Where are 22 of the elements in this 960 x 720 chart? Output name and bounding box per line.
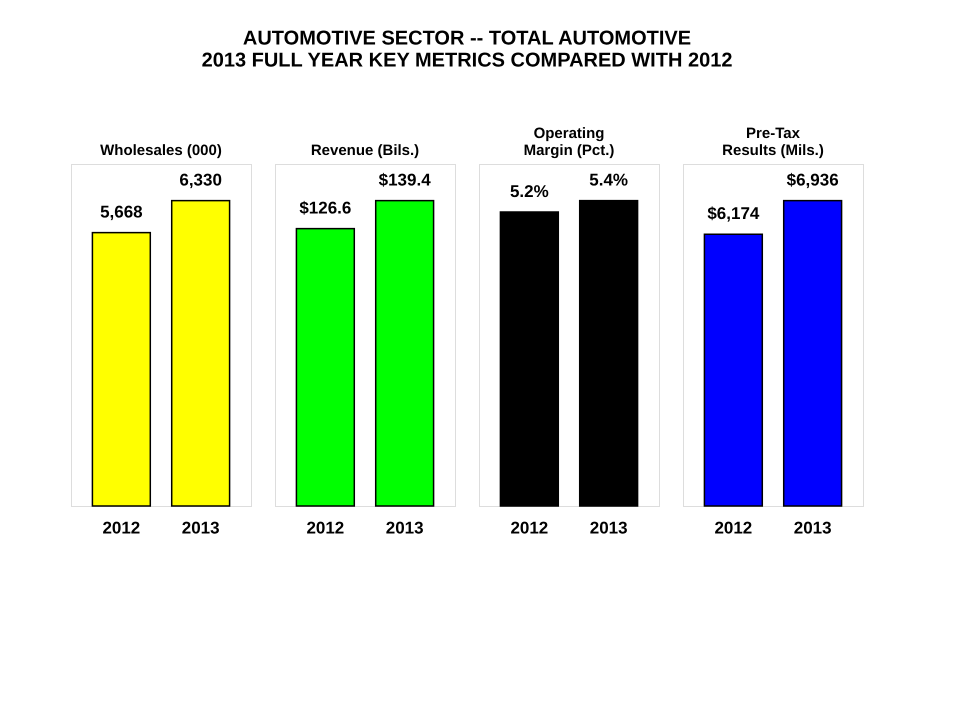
chart-title: Pre-Tax Results (Mils.) xyxy=(722,125,824,159)
data-label: 5,668 xyxy=(100,202,143,222)
data-label: 6,330 xyxy=(179,170,222,190)
text: AUTOMOTIVE SECTOR -- TOTAL AUTOMOTIVE xyxy=(242,28,692,50)
x-tick-label: 2012 xyxy=(714,518,752,538)
x-tick-label: 2012 xyxy=(306,518,344,538)
data-label: 5.4% xyxy=(589,170,628,190)
chart-title: Wholesales (000) xyxy=(100,142,222,159)
x-tick-label: 2013 xyxy=(386,518,424,538)
text: 2013 FULL YEAR KEY METRICS COMPARED WITH 2012 xyxy=(202,50,732,72)
data-label: $126.6 xyxy=(299,198,352,218)
x-tick-label: 2012 xyxy=(510,518,548,538)
data-label: 5.2% xyxy=(510,182,549,201)
chart-title: Revenue (Bils.) xyxy=(310,142,420,159)
data-label: $6,936 xyxy=(786,170,839,190)
data-label: $139.4 xyxy=(378,170,432,190)
data-label: $6,174 xyxy=(707,204,760,224)
x-tick-label: 2013 xyxy=(590,518,628,538)
x-tick-label: 2013 xyxy=(182,518,220,538)
x-tick-label: 2012 xyxy=(102,518,140,538)
x-tick-label: 2013 xyxy=(794,518,832,538)
chart-title: Operating Margin (Pct.) xyxy=(524,125,614,159)
